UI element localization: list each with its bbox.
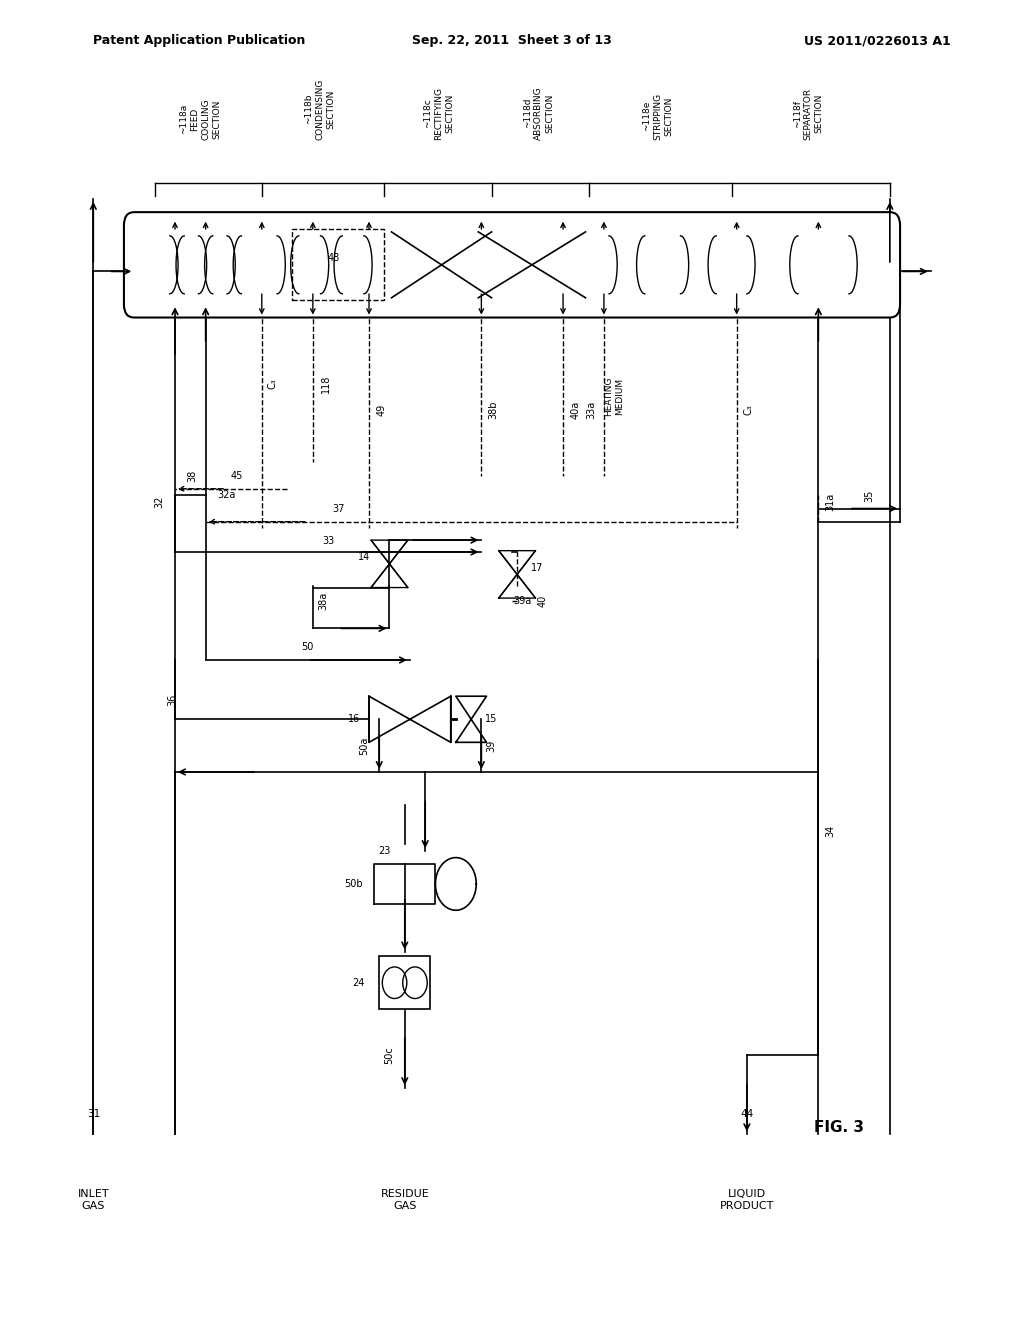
Text: 48: 48 <box>327 253 339 263</box>
Text: US 2011/0226013 A1: US 2011/0226013 A1 <box>805 34 951 48</box>
Text: 33a: 33a <box>587 400 597 418</box>
Text: RESIDUE
GAS: RESIDUE GAS <box>380 1189 429 1210</box>
Text: 38: 38 <box>187 470 198 482</box>
FancyBboxPatch shape <box>124 213 900 318</box>
Text: 32: 32 <box>155 496 165 508</box>
Text: HEATING
MEDIUM: HEATING MEDIUM <box>604 376 624 416</box>
Text: 40: 40 <box>538 594 548 607</box>
Text: 32a: 32a <box>217 490 236 500</box>
Text: 14: 14 <box>357 552 370 562</box>
Text: 118: 118 <box>322 374 331 392</box>
Text: ~118b
CONDENSING
SECTION: ~118b CONDENSING SECTION <box>304 78 336 140</box>
Text: 39a: 39a <box>513 595 531 606</box>
Text: 24: 24 <box>352 978 365 987</box>
Text: ~118f
SEPARATOR
SECTION: ~118f SEPARATOR SECTION <box>793 87 823 140</box>
Text: 44: 44 <box>740 1109 754 1119</box>
Text: 45: 45 <box>230 471 243 480</box>
Text: Patent Application Publication: Patent Application Publication <box>93 34 306 48</box>
Text: 15: 15 <box>485 714 498 725</box>
Text: 37: 37 <box>332 503 345 513</box>
Text: 50b: 50b <box>344 879 364 888</box>
Text: C₃: C₃ <box>267 378 278 389</box>
Text: 34: 34 <box>825 825 836 837</box>
Text: 50c: 50c <box>384 1047 394 1064</box>
Text: Sep. 22, 2011  Sheet 3 of 13: Sep. 22, 2011 Sheet 3 of 13 <box>412 34 612 48</box>
Text: 33: 33 <box>323 536 334 546</box>
Text: 35: 35 <box>864 490 874 502</box>
Text: 40a: 40a <box>570 400 581 418</box>
Text: 31a: 31a <box>825 492 836 511</box>
Bar <box>379 957 430 1008</box>
Text: 38b: 38b <box>488 400 499 418</box>
Text: 16: 16 <box>347 714 359 725</box>
Text: 39: 39 <box>486 739 497 752</box>
Text: LIQUID
PRODUCT: LIQUID PRODUCT <box>720 1189 774 1210</box>
Text: ~118d
ABSORBING
SECTION: ~118d ABSORBING SECTION <box>523 86 554 140</box>
Text: INLET
GAS: INLET GAS <box>78 1189 110 1210</box>
Text: 50a: 50a <box>359 737 369 755</box>
Text: 23: 23 <box>378 846 390 855</box>
Text: C₃: C₃ <box>743 404 754 414</box>
Bar <box>293 230 384 301</box>
Text: 49: 49 <box>376 404 386 416</box>
Text: 31: 31 <box>87 1109 100 1119</box>
Text: 17: 17 <box>531 562 544 573</box>
Text: ~118e
STRIPPING
SECTION: ~118e STRIPPING SECTION <box>642 92 674 140</box>
Text: FIG. 3: FIG. 3 <box>814 1121 864 1135</box>
Text: 36: 36 <box>167 693 177 706</box>
Text: ~118c
RECTIFYING
SECTION: ~118c RECTIFYING SECTION <box>423 87 454 140</box>
Text: 50: 50 <box>302 642 314 652</box>
Text: 38a: 38a <box>318 591 328 610</box>
Text: ~118a
FEED
COOLING
SECTION: ~118a FEED COOLING SECTION <box>179 98 221 140</box>
